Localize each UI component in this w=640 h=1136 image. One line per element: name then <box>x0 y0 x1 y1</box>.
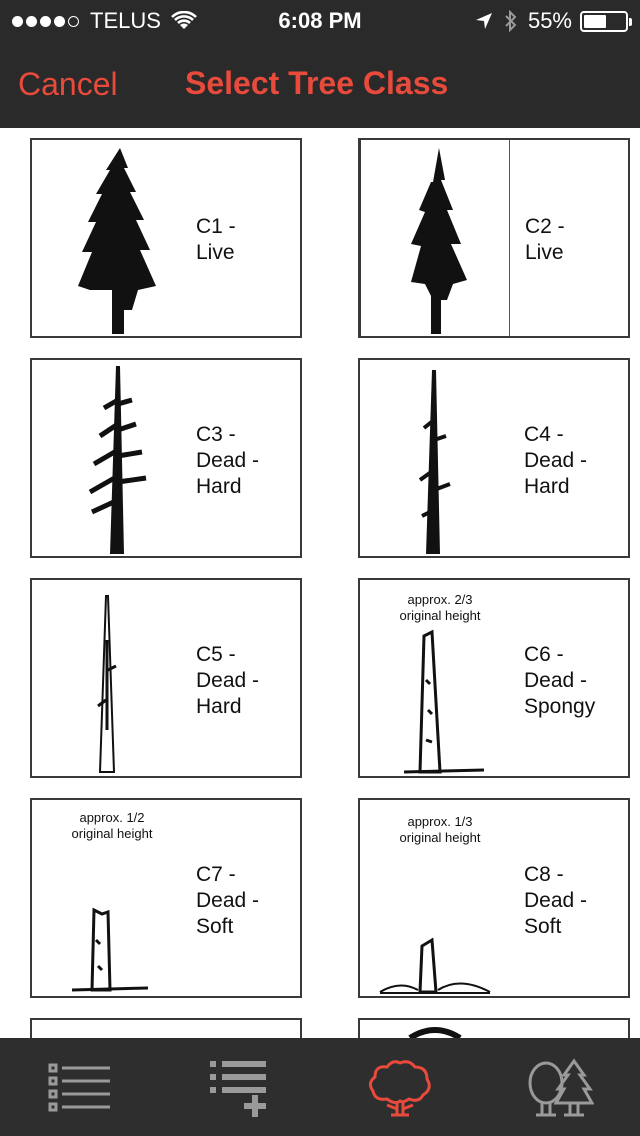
card-divider <box>509 140 510 336</box>
wifi-icon <box>171 11 197 29</box>
add-list-icon <box>210 1061 266 1117</box>
tree-class-card-c8[interactable]: approx. 1/3 original height C8 - Dead - … <box>358 798 630 998</box>
signal-strength-icon <box>12 15 82 27</box>
battery-percent: 55% <box>527 8 572 33</box>
class-state: Dead - Hard <box>196 669 260 718</box>
carrier-name: TELUS <box>90 8 161 33</box>
class-code: C5 - <box>196 643 236 666</box>
battery-fill <box>584 14 606 28</box>
height-note: approx. 1/3 original height <box>399 814 481 845</box>
bluetooth-icon <box>505 10 517 32</box>
location-arrow-icon <box>475 13 492 29</box>
height-note: approx. 2/3 original height <box>399 592 481 623</box>
live-conifer-illustration <box>78 148 156 334</box>
class-code: C6 - <box>524 643 564 666</box>
class-state: Dead - Spongy <box>524 669 596 718</box>
battery-icon <box>580 10 632 32</box>
trees-icon <box>528 1058 594 1117</box>
status-bar: TELUS 6:08 PM 55% <box>0 0 640 40</box>
tree-class-card-c1[interactable]: C1 - Live <box>30 138 302 338</box>
class-code: C8 - <box>524 863 564 886</box>
live-conifer-sparse-illustration <box>411 148 467 334</box>
tab-tree-class[interactable] <box>320 1038 480 1136</box>
height-note: approx. 1/2 original height <box>71 810 153 841</box>
clock: 6:08 PM <box>278 8 362 33</box>
tree-class-card-c5[interactable]: C5 - Dead - Hard <box>30 578 302 778</box>
class-state: Dead - Hard <box>524 449 588 498</box>
tree-class-grid[interactable]: C1 - Live C2 - Live C3 - Dead - Hard C4 … <box>0 128 640 1038</box>
dead-hard-bare-snag-illustration <box>97 595 117 773</box>
class-state: Dead - Soft <box>524 889 588 938</box>
class-code: C4 - <box>524 423 564 446</box>
list-icon <box>48 1063 110 1112</box>
class-code: C2 - <box>525 215 565 238</box>
dead-spongy-snag-illustration <box>403 629 485 774</box>
dead-hard-tree-illustration <box>88 366 147 554</box>
tree-class-card-c2[interactable]: C2 - Live <box>358 138 630 338</box>
page-title: Select Tree Class <box>185 65 449 101</box>
tree-class-card-c6[interactable]: approx. 2/3 original height C6 - Dead - … <box>358 578 630 778</box>
class-state: Dead - Hard <box>196 449 260 498</box>
status-left: TELUS <box>12 8 197 34</box>
tree-class-card-partial-right[interactable] <box>358 1018 630 1038</box>
status-right: 55% <box>474 8 632 34</box>
tab-bar <box>0 1038 640 1136</box>
tree-class-card-partial-left[interactable] <box>30 1018 302 1038</box>
tree-class-card-c3[interactable]: C3 - Dead - Hard <box>30 358 302 558</box>
class-state: Live <box>525 241 564 264</box>
class-code: C1 - <box>196 215 236 238</box>
tab-add-list[interactable] <box>160 1038 320 1136</box>
class-state: Live <box>196 241 235 264</box>
class-code: C3 - <box>196 423 236 446</box>
class-code: C7 - <box>196 863 236 886</box>
dead-soft-snag-illustration <box>71 907 149 992</box>
class-state: Dead - Soft <box>196 889 260 938</box>
dead-hard-snag-illustration <box>418 370 451 554</box>
dead-soft-stump-illustration <box>379 937 491 994</box>
stump-illustration <box>408 1027 462 1038</box>
tab-list[interactable] <box>0 1038 160 1136</box>
tree-class-card-c4[interactable]: C4 - Dead - Hard <box>358 358 630 558</box>
cancel-button[interactable]: Cancel <box>18 66 118 102</box>
tree-class-card-c7[interactable]: approx. 1/2 original height C7 - Dead - … <box>30 798 302 998</box>
tab-trees[interactable] <box>480 1038 640 1136</box>
tree-icon <box>368 1060 431 1117</box>
navigation-bar: Cancel Select Tree Class <box>0 40 640 128</box>
